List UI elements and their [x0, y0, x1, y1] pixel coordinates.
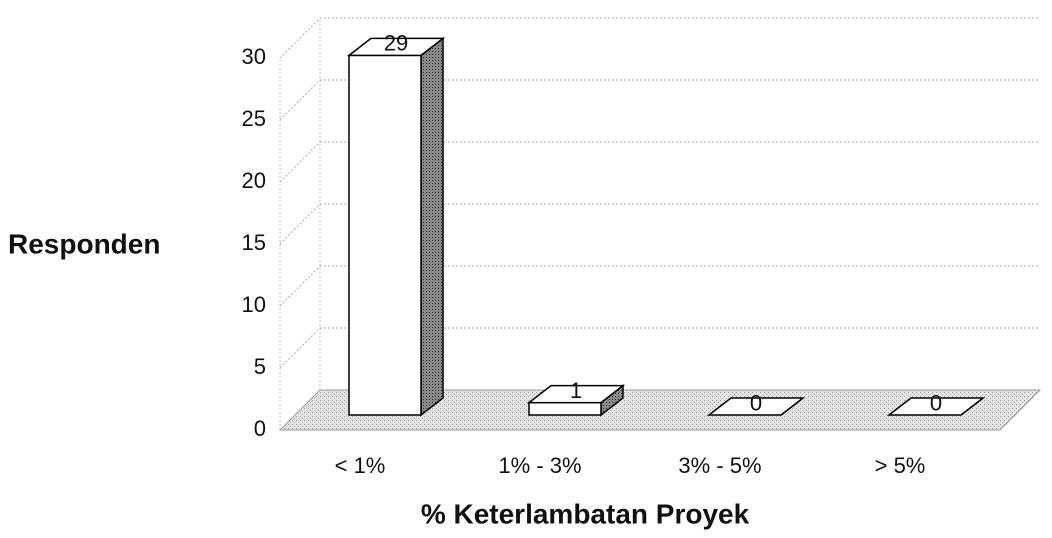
bar: [528, 401, 602, 416]
grid-line: [279, 141, 321, 183]
bar-top: [526, 384, 626, 404]
bar-top: [706, 397, 806, 416]
grid-line: [279, 389, 321, 431]
grid-line: [279, 17, 321, 59]
x-tick-label: 3% - 5%: [678, 453, 761, 478]
bar-top: [886, 397, 986, 416]
bar-top: [346, 37, 446, 57]
y-tick-label: 25: [242, 106, 266, 131]
y-tick-label: 20: [242, 168, 266, 193]
y-tick-label: 5: [254, 354, 266, 379]
x-axis-title: % Keterlambatan Proyek: [421, 498, 750, 529]
x-tick-label: < 1%: [335, 453, 386, 478]
y-tick-label: 0: [254, 416, 266, 441]
bar-side: [420, 36, 444, 417]
x-tick-label: 1% - 3%: [498, 453, 581, 478]
data-label: 0: [750, 390, 762, 415]
grid-line: [279, 203, 321, 245]
grid-line: [279, 265, 321, 307]
data-label: 0: [930, 390, 942, 415]
y-axis-title: Responden: [8, 228, 160, 259]
y-tick-label: 30: [242, 44, 266, 69]
data-label: 1: [570, 378, 582, 403]
grid-line: [279, 327, 321, 369]
bar: [348, 54, 422, 416]
y-tick-label: 10: [242, 292, 266, 317]
data-label: 29: [384, 31, 408, 56]
x-tick-label: > 5%: [875, 453, 926, 478]
grid-line: [279, 79, 321, 121]
y-tick-label: 15: [242, 230, 266, 255]
